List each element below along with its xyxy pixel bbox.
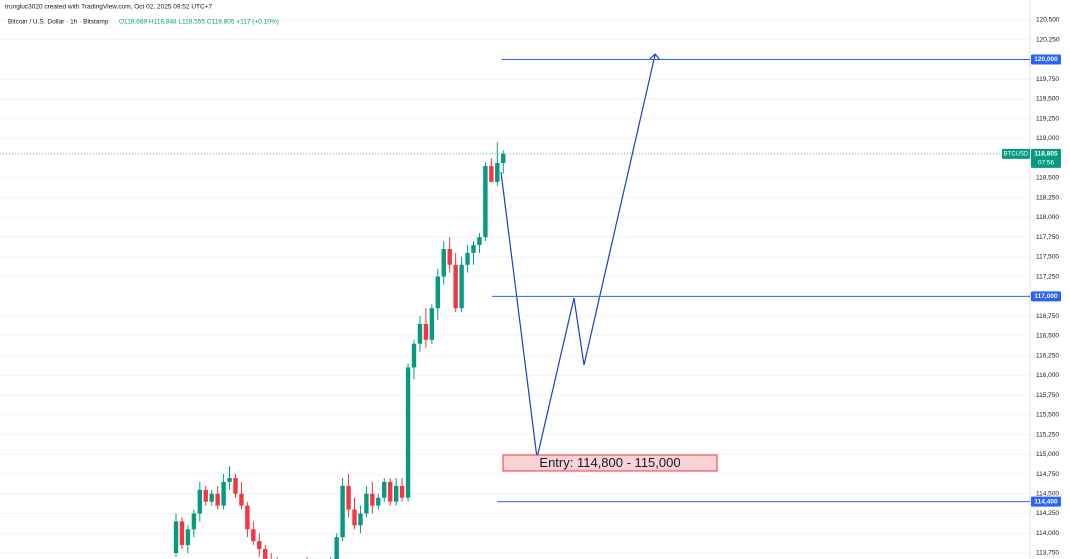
- symbol-label: BTCUSD: [1004, 151, 1029, 157]
- candle-body: [441, 248, 446, 277]
- y-tick-label: 114,250: [1036, 510, 1059, 517]
- candle-body: [370, 493, 375, 506]
- candle-body: [459, 264, 464, 309]
- y-tick-label: 117,500: [1036, 254, 1059, 261]
- candle-body: [197, 489, 202, 514]
- candle-body: [435, 276, 440, 309]
- candle-body: [334, 537, 339, 559]
- price-axis: 120,500 120,250 119,750 119,500 119,250 119,0…: [1036, 17, 1060, 557]
- level-tag: [1031, 496, 1061, 507]
- projection-path: [500, 53, 661, 459]
- candle-body: [191, 513, 197, 530]
- y-tick-label: 116,250: [1036, 352, 1059, 359]
- candle-body: [346, 485, 351, 510]
- candle-body: [447, 248, 452, 265]
- level-label: 117,000: [1034, 293, 1058, 300]
- y-tick-label: 114,750: [1036, 471, 1059, 478]
- candle-body: [471, 245, 476, 253]
- entry-box: [502, 454, 718, 472]
- candle-body: [358, 513, 363, 526]
- candle-body: [239, 493, 244, 506]
- y-tick-label: 119,750: [1036, 76, 1059, 83]
- countdown-label: 07:56: [1038, 160, 1055, 167]
- candle-body: [489, 166, 494, 182]
- y-tick-label: 117,750: [1036, 234, 1059, 241]
- candle-body: [429, 308, 435, 340]
- candle-body: [257, 541, 262, 550]
- y-tick-label: 115,500: [1036, 412, 1059, 419]
- ohlc-values: O118,689 H118,848 L118,555 C118,805 +117…: [119, 19, 279, 26]
- candle-body: [227, 477, 232, 482]
- last-price-tag: [1031, 148, 1061, 168]
- last-price-label: 118,805: [1034, 151, 1058, 158]
- candle-body: [263, 549, 268, 559]
- candle-body: [393, 485, 399, 502]
- y-tick-label: 115,750: [1036, 392, 1059, 399]
- y-tick-label: 119,500: [1036, 96, 1059, 103]
- y-tick-label: 119,000: [1036, 135, 1059, 142]
- candle-body: [382, 481, 387, 498]
- candle-body: [179, 521, 185, 546]
- candle-body: [465, 252, 470, 265]
- candle-body: [501, 153, 506, 163]
- level-tag: [1031, 291, 1061, 302]
- level-label: 114,400: [1034, 498, 1058, 505]
- y-tick-label: 120,500: [1036, 17, 1060, 24]
- y-tick-label: 118,000: [1036, 214, 1059, 221]
- plot-area: [173, 142, 506, 559]
- candle-body: [203, 489, 208, 502]
- y-tick-label: 115,000: [1036, 451, 1059, 458]
- symbol-title: Bitcoin / U.S. Dollar · 1h · Bitstamp: [8, 19, 109, 26]
- candle-body: [340, 485, 345, 538]
- y-tick-label: 115,250: [1036, 431, 1059, 438]
- entry-label: Entry: 114,800 - 115,000: [539, 455, 680, 470]
- candle-body: [215, 493, 220, 506]
- candle-body: [185, 529, 191, 546]
- candle-body: [233, 477, 238, 494]
- y-tick-label: 114,500: [1036, 490, 1059, 497]
- candle-body: [376, 497, 381, 506]
- y-tick-label: 120,250: [1036, 36, 1060, 43]
- candle-body: [352, 509, 357, 526]
- candle-body: [405, 367, 411, 498]
- y-tick-label: 116,750: [1036, 313, 1059, 320]
- candle-body: [411, 343, 417, 368]
- candle-body: [423, 323, 429, 340]
- y-tick-label: 116,500: [1036, 333, 1059, 340]
- candle-body: [399, 485, 405, 498]
- candle-body: [173, 521, 179, 553]
- symbol-tag: [1002, 148, 1030, 159]
- level-tag: [1031, 54, 1061, 65]
- candle-body: [477, 237, 482, 246]
- level-label: 120,000: [1034, 56, 1058, 63]
- y-tick-label: 117,250: [1036, 273, 1059, 280]
- candle-body: [364, 493, 369, 514]
- y-tick-label: 114,000: [1036, 530, 1059, 537]
- candle-body: [483, 166, 488, 238]
- candle-body: [251, 529, 256, 542]
- candle-body: [453, 264, 458, 309]
- candle-body: [209, 493, 214, 502]
- y-tick-label: 113,750: [1036, 550, 1059, 557]
- candle-body: [221, 481, 226, 506]
- grid: [0, 19, 1030, 554]
- candle-body: [245, 505, 250, 530]
- y-tick-label: 118,500: [1036, 175, 1059, 182]
- candle-body: [417, 323, 423, 344]
- candle-body: [388, 481, 393, 502]
- candle-body: [495, 162, 500, 182]
- y-tick-label: 119,250: [1036, 115, 1059, 122]
- y-tick-label: 116,000: [1036, 372, 1059, 379]
- y-tick-label: 118,250: [1036, 194, 1059, 201]
- credit: trungluc3020 created with TradingView.co…: [5, 4, 212, 11]
